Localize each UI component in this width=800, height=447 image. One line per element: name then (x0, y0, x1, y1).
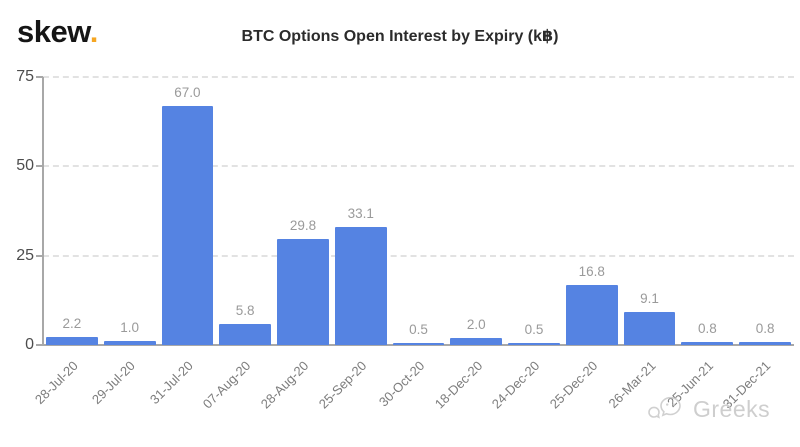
x-axis-label: 29-Jul-20 (89, 358, 139, 407)
bar (739, 342, 791, 345)
bar (161, 105, 214, 345)
bar-value-label: 0.8 (697, 321, 717, 337)
y-axis-tick-label: 75 (16, 68, 34, 85)
bar-value-label: 0.5 (524, 322, 544, 337)
x-axis-label: 31-Jul-20 (147, 358, 197, 407)
bar-value-label: 2.2 (62, 316, 82, 332)
y-axis-line (42, 77, 44, 345)
bar-value-label: 0.8 (755, 321, 775, 337)
x-axis-line (43, 344, 794, 346)
x-axis-label: 30-Oct-20 (375, 358, 428, 410)
y-axis-tick (36, 165, 43, 168)
bar-value-label: 33.1 (347, 205, 374, 221)
bar (623, 312, 676, 345)
bar (392, 343, 445, 345)
bar (46, 337, 98, 345)
bar-value-label: 9.1 (640, 291, 659, 307)
y-axis-tick-label: 25 (16, 246, 34, 264)
y-axis-tick (36, 254, 43, 257)
bar-value-label: 16.8 (578, 263, 605, 279)
bar (219, 324, 272, 345)
bar (450, 337, 503, 345)
skew-logo: skew. (17, 14, 98, 50)
bar-value-label: 2.0 (466, 316, 486, 332)
watermark: Greeks (648, 392, 770, 426)
x-axis-label: 28-Aug-20 (258, 358, 312, 412)
x-axis-label: 18-Dec-20 (431, 358, 485, 412)
y-axis-tick-label: 0 (25, 336, 34, 353)
bar (277, 238, 329, 345)
watermark-text: Greeks (693, 395, 771, 422)
skew-logo-dot: . (89, 14, 99, 49)
bar-value-label: 29.8 (289, 217, 317, 233)
y-axis-tick-label: 50 (16, 157, 34, 175)
x-axis-label: 25-Sep-20 (315, 358, 370, 412)
gridline (43, 76, 794, 78)
bar-value-label: 1.0 (120, 320, 140, 336)
x-axis-label: 25-Dec-20 (546, 358, 601, 412)
wechat-icon (648, 396, 681, 419)
gridline (43, 254, 794, 257)
bar (103, 341, 156, 345)
y-axis-tick (36, 344, 43, 346)
x-axis-label: 07-Aug-20 (200, 358, 254, 412)
bar-value-label: 67.0 (174, 84, 201, 100)
bar (681, 342, 734, 345)
skew-logo-text: skew (17, 14, 90, 49)
x-axis-label: 24-Dec-20 (489, 358, 543, 412)
bar-value-label: 5.8 (235, 303, 255, 319)
chart-title: BTC Options Open Interest by Expiry (k฿) (241, 28, 559, 45)
bar (508, 343, 560, 345)
y-axis-tick (36, 76, 43, 78)
gridline (43, 165, 794, 168)
bar-value-label: 0.5 (409, 322, 428, 337)
bar (565, 284, 618, 345)
bar (334, 226, 387, 345)
x-axis-label: 28-Jul-20 (31, 358, 81, 407)
